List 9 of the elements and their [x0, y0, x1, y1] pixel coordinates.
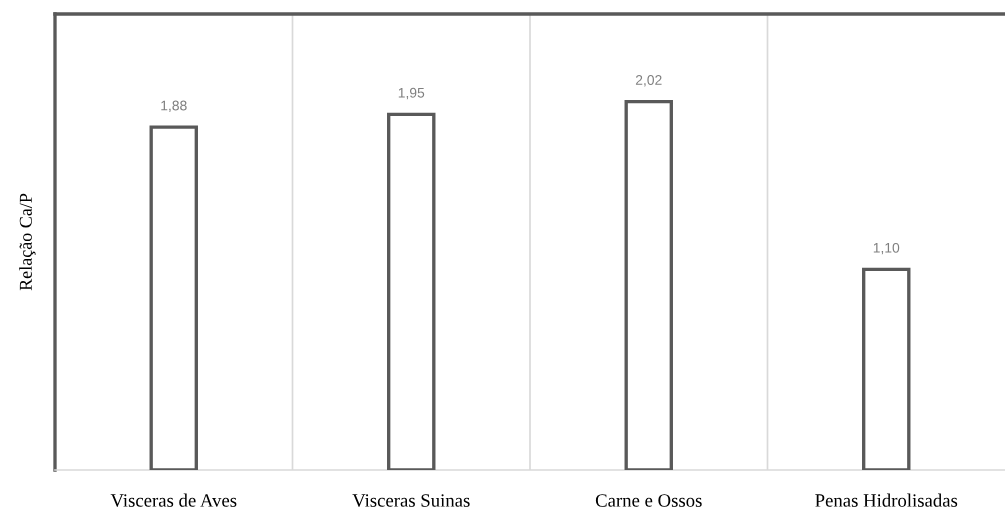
- x-tick-label: Visceras Suinas: [352, 494, 470, 507]
- x-tick-label: Visceras de Aves: [110, 493, 237, 507]
- data-label: 1,10: [873, 242, 900, 255]
- x-tick-label: Carne e Ossos: [595, 494, 702, 507]
- x-tick-label: Penas Hidrolisadas: [815, 493, 958, 507]
- data-label: 2,02: [635, 75, 662, 87]
- data-label: 1,95: [398, 87, 425, 100]
- data-label: 1,88: [161, 100, 187, 113]
- y-axis-title: Relação Ca/P: [19, 193, 36, 291]
